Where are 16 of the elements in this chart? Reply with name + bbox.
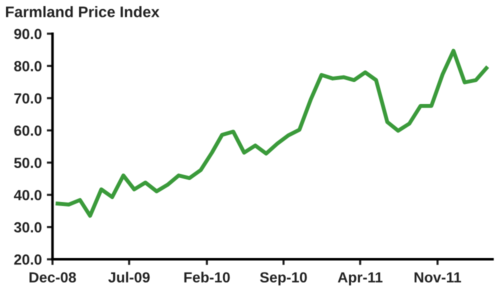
x-tick-label: Jul-09 (108, 272, 150, 283)
chart-title: Farmland Price Index (6, 6, 160, 18)
x-tick-label: Feb-10 (184, 272, 230, 283)
x-tick-label: Nov-11 (414, 272, 462, 283)
y-tick-label: 30.0 (14, 222, 42, 233)
y-tick-label: 20.0 (14, 254, 42, 265)
line-series (56, 48, 488, 218)
x-tick-label: Sep-10 (260, 272, 307, 286)
y-tick-label: 90.0 (14, 28, 42, 40)
y-tick-label: 50.0 (14, 158, 42, 168)
y-tick-label: 40.0 (14, 190, 42, 200)
x-tick-label: Dec-08 (30, 272, 76, 283)
y-tick-label: 60.0 (14, 125, 42, 136)
x-tick-label: Apr-11 (338, 272, 382, 286)
y-tick-label: 80.0 (14, 61, 42, 72)
y-tick-label: 70.0 (14, 93, 42, 104)
